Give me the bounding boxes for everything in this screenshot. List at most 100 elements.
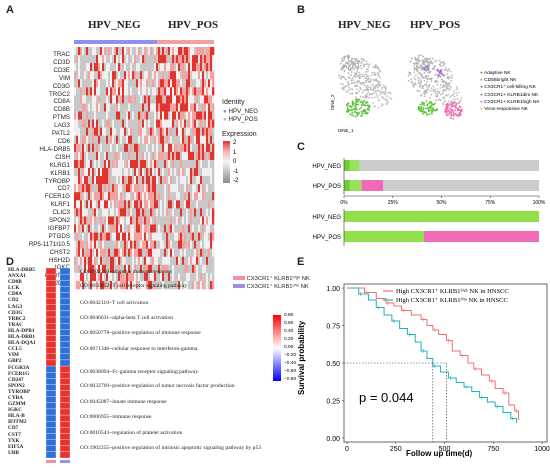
panel-d-label: D xyxy=(6,256,14,268)
tsne-point xyxy=(346,84,349,87)
heatmap-cell xyxy=(202,224,205,233)
tsne-point xyxy=(430,62,432,65)
heatmap-cell xyxy=(130,192,133,201)
heatmap-cell xyxy=(188,168,191,177)
heatmap-cell xyxy=(208,208,211,217)
heatmap-cell xyxy=(154,95,157,104)
tsne-legend-label: CX3CR1+ KLRB1dim NK xyxy=(484,92,539,98)
heatmap-cell xyxy=(204,103,207,112)
tsne-point xyxy=(444,111,447,113)
heatmap-cell xyxy=(196,216,199,225)
heatmap-cell xyxy=(194,119,197,128)
go-heat-cell xyxy=(45,372,57,379)
heatmap-cell xyxy=(108,168,111,177)
heatmap-cell xyxy=(126,159,129,169)
go-heat-cell xyxy=(59,273,71,281)
tsne-point xyxy=(442,92,445,94)
heatmap-cell xyxy=(162,143,165,153)
heatmap-cell xyxy=(140,192,143,201)
heatmap-cell xyxy=(100,159,103,169)
heatmap-cell xyxy=(172,55,175,64)
heatmap-cell xyxy=(78,119,81,128)
heatmap-cell xyxy=(126,63,129,72)
heatmap-cell xyxy=(106,272,109,282)
heatmap-cell xyxy=(190,200,193,209)
heatmap-cell xyxy=(196,47,199,56)
heatmap-cell xyxy=(132,103,135,112)
heatmap-cell xyxy=(192,256,195,266)
go-heat-cell xyxy=(59,335,71,342)
heatmap-cell xyxy=(188,184,191,193)
heatmap-cell xyxy=(124,79,127,88)
heatmap-cell xyxy=(96,224,99,233)
heatmap-cell xyxy=(158,248,161,258)
heatmap-cell xyxy=(154,176,157,185)
tsne-point xyxy=(347,82,350,85)
heatmap-cell xyxy=(146,159,149,169)
heatmap-cell xyxy=(144,79,147,88)
heatmap-cell xyxy=(210,200,213,209)
heatmap-cell xyxy=(166,232,169,241)
heatmap-cell xyxy=(94,224,97,233)
heatmap-cell xyxy=(106,119,109,128)
heatmap-cell xyxy=(190,208,193,217)
heatmap-cell xyxy=(212,127,215,137)
tsne-point xyxy=(452,111,455,114)
tsne-legend-item: ● CD56bright NK xyxy=(480,78,517,83)
heatmap-cell xyxy=(116,127,119,137)
tsne-point xyxy=(340,83,342,85)
go-gene-label: TYROBP xyxy=(8,388,31,395)
heatmap-cell xyxy=(106,159,109,169)
heatmap-cell xyxy=(180,47,183,56)
heatmap-cell xyxy=(182,168,185,177)
heatmap-cell xyxy=(84,47,87,56)
heatmap-cell xyxy=(148,135,151,145)
tsne-point xyxy=(429,100,432,103)
heatmap-cell xyxy=(108,111,111,120)
heatmap-cell xyxy=(150,264,153,274)
heatmap-cell xyxy=(96,184,99,193)
heatmap-cell xyxy=(74,280,77,290)
tsne-point xyxy=(368,93,371,95)
heatmap-cell xyxy=(212,159,215,169)
heatmap-cell xyxy=(150,159,153,169)
tsne-point xyxy=(347,72,350,75)
tsne-point xyxy=(382,104,384,106)
heatmap-cell xyxy=(130,232,133,241)
heatmap-cell xyxy=(78,216,81,225)
heatmap-cell xyxy=(78,95,81,104)
heatmap-cell xyxy=(124,192,127,201)
heatmap-cell xyxy=(184,95,187,104)
heatmap-cell xyxy=(158,71,161,80)
heatmap-cell xyxy=(150,216,153,225)
heatmap-cell xyxy=(148,208,151,217)
heatmap-cell xyxy=(182,192,185,201)
heatmap-cell xyxy=(92,200,95,209)
heatmap-cell xyxy=(130,168,133,177)
go-gene-label: CD8A xyxy=(8,291,23,298)
identity-bar-pos xyxy=(157,40,214,44)
heatmap-cell xyxy=(194,280,197,290)
heatmap-cell xyxy=(90,111,93,120)
heatmap-cell xyxy=(126,248,129,258)
heatmap-cell xyxy=(80,71,83,80)
heatmap-cell xyxy=(116,95,119,104)
tsne-point xyxy=(429,97,432,99)
heatmap-cell xyxy=(174,240,177,249)
go-heat-cell xyxy=(59,427,71,434)
tsne-point xyxy=(358,90,360,93)
heatmap-cell xyxy=(82,87,85,96)
tsne-point xyxy=(360,62,363,65)
tsne-point xyxy=(379,90,382,93)
heatmap-cell xyxy=(124,111,127,120)
heatmap-cell xyxy=(196,87,199,96)
heatmap-cell xyxy=(82,240,85,249)
heatmap-cell xyxy=(204,184,207,193)
heatmap-cell xyxy=(200,95,203,104)
heatmap-cell xyxy=(96,272,99,282)
tsne-point xyxy=(355,73,358,76)
tsne-point xyxy=(415,62,418,65)
tsne-point xyxy=(349,63,352,66)
heatmap-cell xyxy=(110,264,113,274)
heatmap-cell xyxy=(148,143,151,153)
